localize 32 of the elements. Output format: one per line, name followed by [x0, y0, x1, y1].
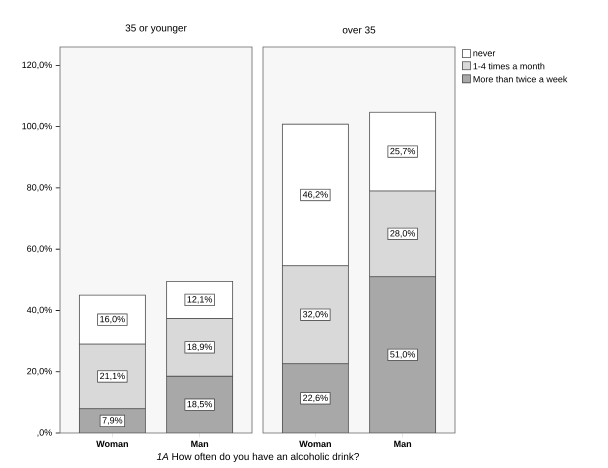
y-tick-label: 40,0% — [26, 306, 52, 314]
chart-title: 35 or younger — [126, 24, 187, 34]
text: 1A How often do you have an alcoholic drink? — [156, 452, 360, 462]
x-tick-label: Woman — [299, 440, 331, 448]
legend-label: 1-4 times a month — [474, 62, 544, 70]
data-label: 32,0% — [302, 311, 328, 318]
bar — [369, 276, 436, 433]
y-tick-label: ,0% — [38, 429, 52, 437]
data-label: 21,1% — [100, 372, 125, 380]
y-tick-label: 20,0% — [27, 368, 52, 376]
data-label: 18,9% — [188, 344, 212, 352]
data-label: 7,9% — [102, 417, 122, 425]
data-label: 46,2% — [302, 191, 328, 199]
y-tick-label: 120,0% — [22, 62, 52, 70]
data-label: 51,0% — [390, 351, 416, 359]
data-label: 25,7% — [390, 148, 416, 156]
x-tick-label: Woman — [96, 440, 128, 448]
legend-label: More than twice a week — [474, 76, 568, 82]
bar — [282, 363, 349, 433]
x-tick-label: Man — [191, 440, 208, 448]
data-label: 12,1% — [188, 296, 212, 304]
y-tick-label: 100,0% — [22, 122, 52, 130]
data-label: 28,0% — [390, 230, 416, 238]
data-label: 16,0% — [100, 316, 125, 324]
x-tick-label: Man — [394, 440, 412, 448]
legend-label: never — [473, 51, 496, 56]
y-tick-label: 80,0% — [27, 184, 52, 192]
data-label: 22,6% — [303, 394, 328, 402]
y-tick-label: 60,0% — [27, 245, 52, 253]
bar — [166, 376, 234, 433]
data-label: 18,5% — [188, 400, 212, 408]
chart-title: over 35 — [342, 26, 376, 34]
